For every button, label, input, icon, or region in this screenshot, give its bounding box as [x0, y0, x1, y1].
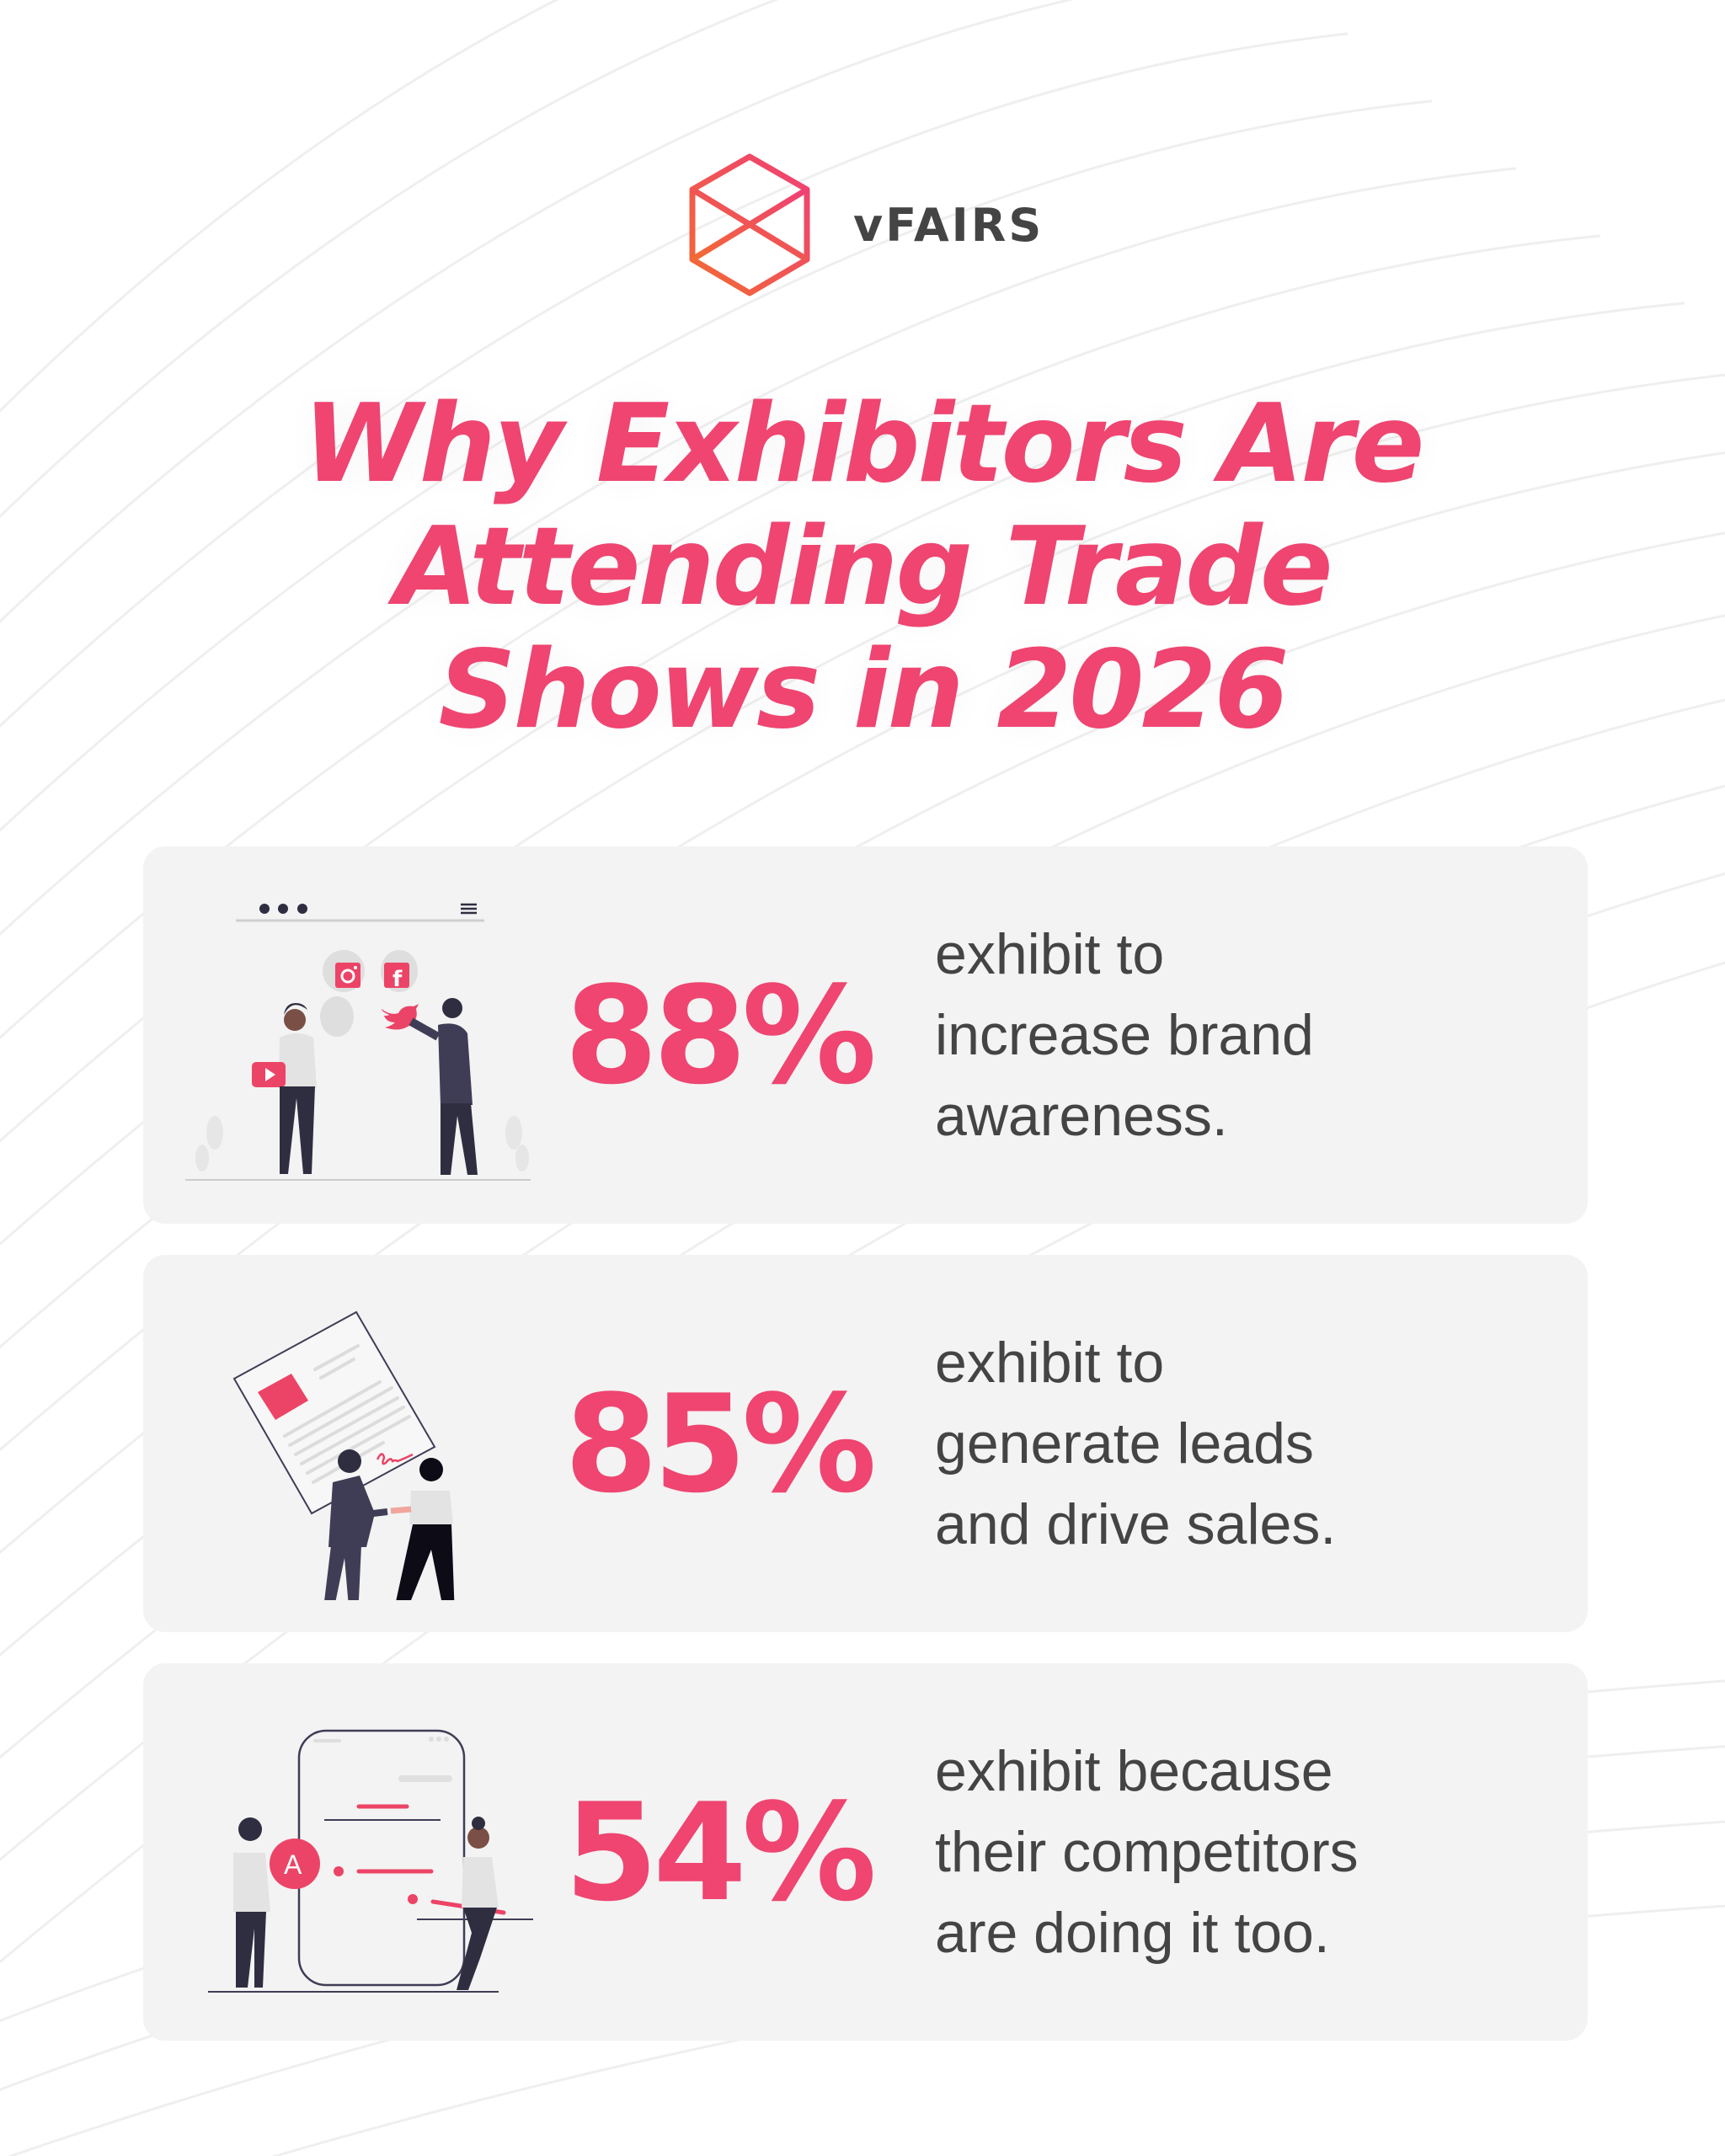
title-line-1: Why Exhibitors Are	[302, 382, 1425, 507]
vfairs-logo: vFAIRS	[686, 152, 1044, 299]
brand-name: vFAIRS	[853, 199, 1044, 252]
stat-description-line: exhibit to	[935, 922, 1165, 986]
stat-percent: 54%	[564, 1773, 877, 1931]
stat-description: exhibit because their competitors are do…	[935, 1663, 1359, 2041]
stat-description-line: are doing it too.	[935, 1901, 1330, 1965]
hamburger-menu-icon	[461, 903, 477, 915]
instagram-icon	[335, 963, 360, 988]
title-line-2: Attending Trade	[394, 504, 1332, 630]
svg-text:f: f	[393, 967, 403, 992]
stat-card-lead-generation: 85% exhibit to generate leads and drive …	[143, 1255, 1588, 1632]
letter-a-badge-icon	[270, 1838, 320, 1889]
stat-percent: 88%	[564, 956, 877, 1114]
hexagon-cube-icon	[689, 153, 810, 296]
stat-description-line: and drive sales.	[935, 1492, 1337, 1556]
contract-handshake-illustration	[232, 1310, 455, 1600]
stat-description: exhibit to increase brand awareness.	[935, 846, 1314, 1224]
stat-description-line: their competitors	[935, 1820, 1359, 1884]
dot-icon	[259, 904, 270, 914]
page-title: Why Exhibitors Are Attending Trade Shows…	[0, 383, 1725, 752]
stat-card-brand-awareness: f 88% exhibit to increase brand awarenes…	[143, 846, 1588, 1224]
stat-percent: 85%	[564, 1364, 877, 1523]
mobile-app-competitors-illustration: A	[208, 1729, 533, 1993]
stat-description-line: awareness.	[935, 1084, 1228, 1148]
social-media-brand-awareness-illustration: f	[185, 903, 531, 1181]
twitter-bird-icon	[382, 1004, 419, 1030]
stat-description-line: generate leads	[935, 1412, 1314, 1476]
stat-description-line: exhibit because	[935, 1739, 1333, 1803]
svg-text:A: A	[284, 1849, 302, 1880]
stat-description-line: increase brand	[935, 1003, 1314, 1067]
stat-card-competitors: A 54% exhibit because their competitors …	[143, 1663, 1588, 2041]
stat-description: exhibit to generate leads and drive sale…	[935, 1255, 1336, 1632]
facebook-icon	[384, 963, 409, 988]
phone-frame-icon	[297, 1729, 466, 1987]
title-line-3: Shows in 2026	[438, 627, 1289, 753]
stat-description-line: exhibit to	[935, 1331, 1165, 1395]
